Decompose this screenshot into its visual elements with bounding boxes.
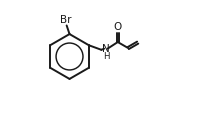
Text: Br: Br [60, 15, 72, 25]
Text: N: N [102, 44, 110, 54]
Text: H: H [103, 51, 109, 60]
Text: O: O [114, 22, 122, 32]
